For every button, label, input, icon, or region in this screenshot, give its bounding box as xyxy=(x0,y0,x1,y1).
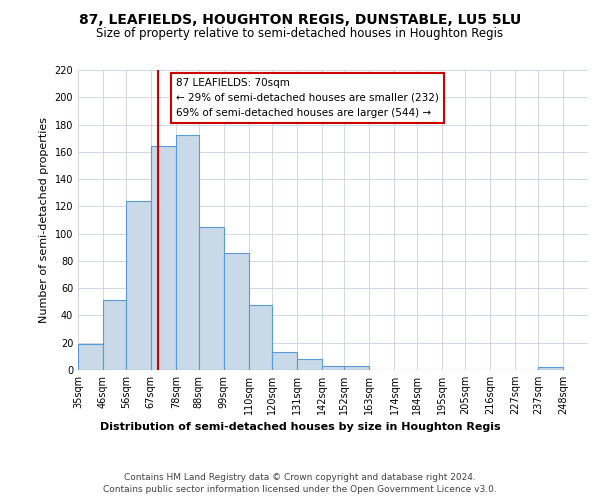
Text: 87 LEAFIELDS: 70sqm
← 29% of semi-detached houses are smaller (232)
69% of semi-: 87 LEAFIELDS: 70sqm ← 29% of semi-detach… xyxy=(176,78,439,118)
Bar xyxy=(322,366,344,370)
Bar xyxy=(151,146,176,370)
Bar xyxy=(538,368,563,370)
Text: 87, LEAFIELDS, HOUGHTON REGIS, DUNSTABLE, LU5 5LU: 87, LEAFIELDS, HOUGHTON REGIS, DUNSTABLE… xyxy=(79,12,521,26)
Text: Distribution of semi-detached houses by size in Houghton Regis: Distribution of semi-detached houses by … xyxy=(100,422,500,432)
Bar xyxy=(224,252,249,370)
Y-axis label: Number of semi-detached properties: Number of semi-detached properties xyxy=(39,117,49,323)
Bar xyxy=(249,304,272,370)
Text: Contains public sector information licensed under the Open Government Licence v3: Contains public sector information licen… xyxy=(103,485,497,494)
Text: Contains HM Land Registry data © Crown copyright and database right 2024.: Contains HM Land Registry data © Crown c… xyxy=(124,472,476,482)
Bar xyxy=(344,366,370,370)
Bar xyxy=(199,227,224,370)
Text: Size of property relative to semi-detached houses in Houghton Regis: Size of property relative to semi-detach… xyxy=(97,28,503,40)
Bar xyxy=(296,359,322,370)
Bar xyxy=(78,344,103,370)
Bar xyxy=(176,136,199,370)
Bar xyxy=(126,201,151,370)
Bar xyxy=(103,300,126,370)
Bar xyxy=(272,352,296,370)
